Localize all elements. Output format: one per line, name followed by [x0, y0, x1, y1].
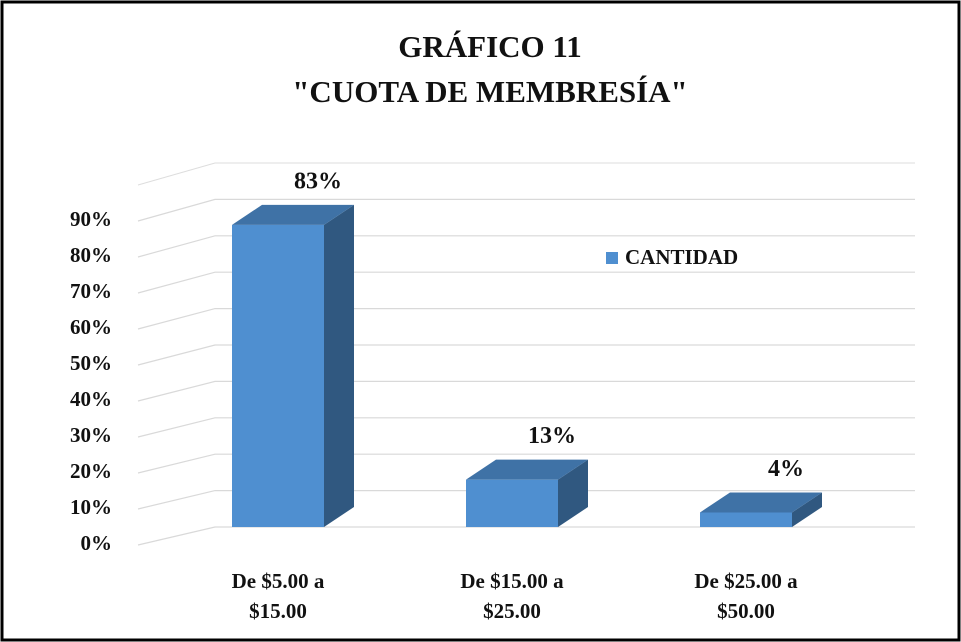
y-tick-label: 90% [70, 207, 112, 231]
grid-line [137, 198, 915, 222]
bar [232, 224, 324, 527]
bar-side [324, 204, 354, 527]
grid-line [137, 380, 915, 402]
y-tick-label: 70% [70, 279, 112, 303]
y-tick-label: 0% [81, 531, 113, 555]
grid-line [137, 308, 915, 330]
bar-top [232, 204, 354, 225]
legend-swatch [606, 252, 618, 264]
y-tick-label: 30% [70, 423, 112, 447]
bar-top [466, 459, 588, 480]
x-tick-label: De $25.00 a $50.00 [694, 569, 798, 623]
bar-top [700, 492, 822, 513]
chart-subtitle: "CUOTA DE MEMBRESÍA" [292, 74, 688, 109]
y-tick-label: 60% [70, 315, 112, 339]
y-tick-label: 50% [70, 351, 112, 375]
x-tick-label: De $5.00 a $15.00 [231, 569, 325, 623]
y-tick-label: 10% [70, 495, 112, 519]
wall-edge [137, 162, 216, 186]
grid-line [137, 344, 915, 366]
grid-line [137, 490, 915, 510]
bar [466, 479, 558, 527]
data-label: 4% [768, 456, 804, 482]
bar-side [558, 459, 588, 527]
grid-line [137, 453, 915, 474]
data-label: 13% [528, 423, 576, 449]
grid-line [137, 235, 915, 258]
bar-side [792, 492, 822, 527]
x-tick-label: De $15.00 a $25.00 [460, 569, 564, 623]
y-tick-label: 20% [70, 459, 112, 483]
chart-title: GRÁFICO 11 [398, 29, 581, 64]
grid-line [137, 526, 915, 546]
y-tick-label: 40% [70, 387, 112, 411]
bar [700, 512, 792, 527]
grid-line [137, 271, 915, 294]
y-tick-label: 80% [70, 243, 112, 267]
legend-label: CANTIDAD [625, 245, 738, 269]
data-label: 83% [294, 168, 342, 194]
grid-line [137, 417, 915, 438]
